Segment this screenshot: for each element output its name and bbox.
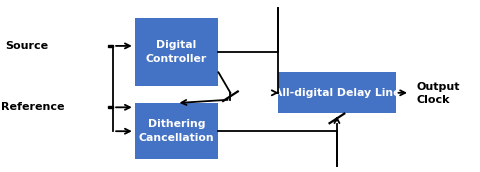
Text: Reference: Reference	[0, 102, 64, 112]
Bar	[108, 106, 113, 108]
Text: All-digital Delay Line: All-digital Delay Line	[274, 88, 400, 98]
Text: Source: Source	[5, 41, 48, 51]
Text: Dithering
Cancellation: Dithering Cancellation	[139, 119, 215, 143]
FancyBboxPatch shape	[135, 18, 218, 86]
Text: Digital
Controller: Digital Controller	[146, 40, 207, 64]
Bar	[108, 45, 113, 47]
Text: Output
Clock: Output Clock	[416, 82, 460, 105]
FancyBboxPatch shape	[135, 103, 218, 159]
FancyBboxPatch shape	[278, 72, 396, 113]
